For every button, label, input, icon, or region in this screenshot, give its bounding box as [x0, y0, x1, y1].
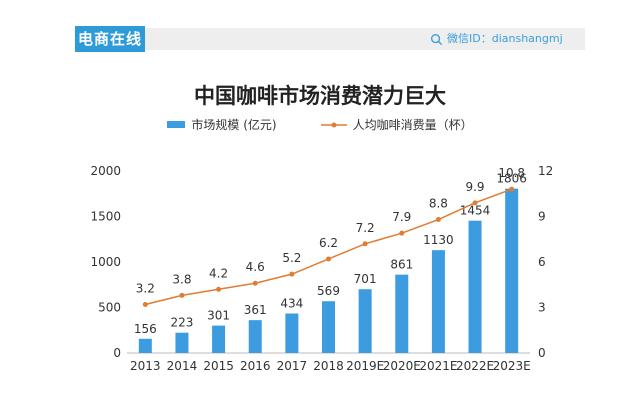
line-value-label: 4.6	[246, 260, 265, 274]
line-value-label: 9.9	[465, 180, 484, 194]
bar	[322, 301, 335, 353]
bar	[505, 188, 519, 353]
bar-value-label: 301	[207, 309, 230, 323]
line-value-label: 10.8	[498, 166, 525, 180]
bar-value-label: 156	[134, 322, 157, 336]
legend-label-per-capita: 人均咖啡消费量（杯）	[352, 118, 473, 132]
bar	[468, 220, 482, 353]
bar	[285, 313, 299, 353]
x-tick-label: 2014	[167, 359, 198, 373]
line-point	[142, 301, 148, 307]
search-icon	[430, 33, 443, 45]
line-point	[472, 200, 478, 206]
x-tick-label: 2019E	[346, 359, 384, 373]
x-tick-label: 2022E	[456, 359, 494, 373]
line-point	[252, 280, 258, 286]
bar	[431, 250, 445, 353]
line-point	[179, 292, 185, 298]
chart-title: 中国咖啡市场消费潜力巨大	[194, 84, 446, 108]
wechat-id: 微信ID：dianshangmj	[430, 29, 563, 49]
line-point	[216, 286, 222, 292]
line-value-label: 6.2	[319, 236, 338, 250]
y-right-tick-label: 0	[538, 346, 546, 360]
x-tick-label: 2015	[203, 359, 234, 373]
y-left-tick-label: 2000	[90, 164, 121, 178]
y-right-tick-label: 9	[538, 210, 546, 224]
bar	[212, 325, 226, 353]
y-left-tick-label: 500	[98, 301, 121, 315]
y-left-tick-label: 0	[113, 346, 121, 360]
legend-item-market-size: 市场规模 (亿元)	[167, 116, 277, 133]
line-point	[326, 256, 331, 262]
bar-value-label: 361	[244, 303, 267, 317]
brand-header-bar	[75, 28, 585, 50]
wechat-id-text: 微信ID：dianshangmj	[447, 32, 563, 45]
line-value-label: 5.2	[282, 251, 301, 265]
legend-item-per-capita: 人均咖啡消费量（杯）	[320, 116, 473, 133]
line-point	[399, 230, 405, 236]
line-point	[435, 217, 441, 223]
bar	[138, 338, 152, 353]
x-tick-label: 2018	[313, 359, 344, 373]
line-value-label: 7.2	[356, 221, 375, 235]
bar-value-label: 1454	[460, 204, 491, 218]
x-tick-label: 2013	[130, 359, 161, 373]
bar-value-label: 223	[171, 316, 194, 330]
y-right-tick-label: 3	[538, 301, 546, 315]
brand-tag: 电商在线	[75, 26, 145, 52]
x-tick-label: 2023E	[493, 359, 531, 373]
bar-value-label: 861	[390, 258, 413, 272]
x-tick-label: 2016	[240, 359, 271, 373]
y-left-tick-label: 1000	[90, 255, 121, 269]
bar	[358, 289, 372, 353]
line-value-label: 3.2	[136, 281, 155, 295]
chart-legend: 市场规模 (亿元) 人均咖啡消费量（杯）	[0, 116, 640, 133]
legend-bar-swatch	[167, 121, 186, 128]
bar	[248, 320, 262, 353]
bar-value-label: 701	[354, 272, 377, 286]
y-right-tick-label: 6	[538, 255, 546, 269]
bar	[175, 332, 189, 353]
y-right-tick-label: 12	[538, 164, 553, 178]
line-value-label: 8.8	[429, 197, 448, 211]
x-tick-label: 2017	[277, 359, 308, 373]
line-value-label: 3.8	[172, 272, 191, 286]
legend-label-market-size: 市场规模 (亿元)	[191, 118, 277, 132]
line-value-label: 7.9	[392, 210, 411, 224]
bar-value-label: 569	[317, 284, 340, 298]
y-left-tick-label: 1500	[90, 210, 121, 224]
line-point	[509, 186, 515, 192]
x-tick-label: 2020E	[383, 359, 421, 373]
bar	[395, 274, 409, 353]
x-tick-label: 2021E	[419, 359, 457, 373]
line-point	[289, 271, 295, 277]
line-value-label: 4.2	[209, 266, 228, 280]
bar-value-label: 1806	[496, 172, 527, 186]
bar-value-label: 434	[280, 297, 303, 311]
line-point	[362, 241, 368, 247]
bar-value-label: 1130	[423, 233, 454, 247]
legend-line-swatch	[320, 122, 347, 127]
